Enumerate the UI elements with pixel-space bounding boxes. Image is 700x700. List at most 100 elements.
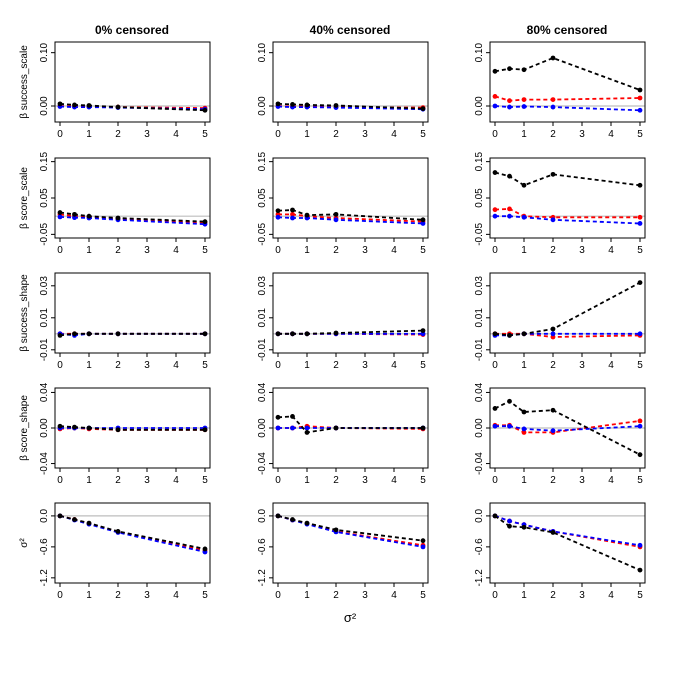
data-point-black (521, 524, 527, 530)
y-tick-label: 0.04 (474, 382, 485, 402)
y-tick-label: 0.00 (474, 96, 485, 116)
panel-r2-c1: 0 1 2 3 4 5 -0.01 0.01 0.03 (257, 272, 429, 371)
x-tick-label: 3 (362, 590, 368, 601)
x-tick-label: 5 (202, 245, 208, 256)
data-point-blue (492, 213, 498, 219)
data-point-red (290, 211, 295, 217)
panel-frame (489, 272, 646, 354)
panel-frame (489, 502, 646, 584)
data-point-black (72, 424, 77, 430)
x-tick-label: 3 (579, 360, 585, 371)
x-tick-label: 2 (115, 590, 121, 601)
x-tick-label: 0 (275, 129, 281, 140)
x-tick-label: 1 (86, 590, 92, 601)
x-tick-label: 2 (115, 475, 121, 486)
data-point-black (290, 414, 295, 419)
data-point-black (202, 546, 208, 552)
data-point-black (507, 173, 512, 179)
y-tick-label: 0.01 (39, 308, 50, 328)
x-tick-label: 2 (550, 245, 556, 256)
data-point-black (202, 427, 208, 433)
data-point-black (507, 333, 512, 338)
data-point-black (57, 513, 63, 519)
data-point-red (507, 98, 512, 104)
data-point-black (86, 425, 92, 431)
data-point-blue (420, 544, 426, 550)
y-tick-label: 0.04 (39, 382, 50, 402)
y-tick-label: 0.0 (474, 509, 485, 523)
data-point-blue (521, 214, 527, 220)
y-tick-label: -0.05 (474, 223, 485, 246)
data-point-black (304, 430, 310, 435)
x-tick-label: 5 (202, 360, 208, 371)
x-tick-label: 5 (202, 590, 208, 601)
x-tick-label: 4 (608, 360, 614, 371)
data-point-black (57, 333, 63, 338)
data-point-black (275, 331, 281, 337)
data-point-red (507, 206, 512, 212)
x-tick-label: 1 (304, 590, 310, 601)
x-tick-label: 2 (550, 129, 556, 140)
data-point-black (290, 102, 295, 107)
data-point-black (57, 210, 63, 215)
panel-r3-c1: 0 1 2 3 4 5 -0.04 0.00 0.04 (257, 382, 429, 486)
data-point-red (637, 418, 643, 424)
y-tick-label: -0.6 (474, 538, 485, 556)
x-tick-label: 1 (86, 360, 92, 371)
data-point-black (492, 170, 498, 175)
series-line-blue (495, 215, 641, 225)
data-point-blue (521, 426, 527, 432)
x-tick-label: 4 (391, 360, 397, 371)
y-tick-label: 0.01 (474, 308, 485, 328)
data-point-black (492, 513, 498, 519)
data-point-black (304, 102, 310, 108)
data-point-black (420, 106, 426, 112)
data-point-blue (57, 214, 63, 220)
data-point-blue (507, 104, 512, 110)
col-title-0pct: 0% censored (95, 23, 169, 37)
data-point-red (637, 95, 643, 101)
data-point-black (115, 331, 121, 337)
data-point-black (290, 207, 295, 213)
data-point-black (86, 331, 92, 337)
data-point-blue (290, 425, 295, 431)
panel-r1-c0: 0 1 2 3 4 5 -0.05 0.05 0.15 β score_scale (19, 151, 211, 256)
panel-frame (272, 157, 429, 239)
data-point-black (333, 330, 339, 336)
x-tick-label: 3 (579, 129, 585, 140)
y-axis-label: σ² (19, 538, 30, 548)
x-tick-label: 2 (333, 590, 339, 601)
x-tick-label: 1 (304, 360, 310, 371)
data-point-black (115, 427, 121, 433)
x-tick-label: 1 (521, 129, 527, 140)
x-tick-label: 3 (362, 360, 368, 371)
data-point-black (492, 331, 498, 337)
data-point-black (202, 219, 208, 225)
x-tick-label: 2 (550, 360, 556, 371)
x-tick-label: 5 (637, 245, 643, 256)
series-line-black (494, 171, 641, 187)
panel-frame (54, 502, 211, 584)
data-point-black (550, 530, 556, 535)
data-point-blue (304, 425, 310, 431)
data-point-black (420, 328, 426, 333)
x-tick-label: 2 (550, 475, 556, 486)
data-point-black (492, 68, 498, 74)
y-tick-label: 0.10 (257, 42, 268, 62)
x-tick-label: 0 (492, 475, 498, 486)
data-point-red (637, 214, 643, 220)
y-tick-label: 0.10 (474, 42, 485, 62)
x-tick-label: 4 (173, 129, 179, 140)
y-tick-label: -0.01 (257, 338, 268, 361)
x-tick-label: 3 (144, 360, 150, 371)
x-tick-label: 5 (637, 475, 643, 486)
y-tick-label: 0.05 (257, 188, 268, 208)
x-tick-label: 3 (579, 475, 585, 486)
data-point-black (72, 211, 77, 217)
data-point-black (290, 331, 295, 337)
y-tick-label: -1.2 (257, 569, 268, 587)
data-point-blue (550, 104, 556, 110)
x-tick-label: 2 (550, 590, 556, 601)
panel-frame (54, 272, 211, 354)
